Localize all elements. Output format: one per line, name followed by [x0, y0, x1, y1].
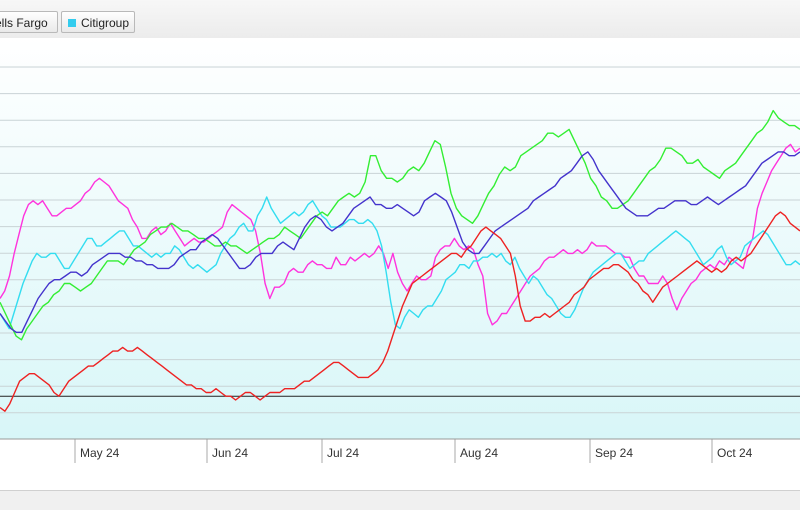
- series-line-citigroup: [0, 196, 800, 330]
- chart-area: May 24 Jun 24 Jul 24 Aug 24 Sep 24 Oct 24: [0, 38, 800, 490]
- x-tick-label: Jun 24: [212, 446, 248, 460]
- series-line-red: [0, 211, 800, 412]
- citigroup-swatch-icon: [68, 19, 76, 27]
- legend-wells-fargo-button[interactable]: ells Fargo: [0, 11, 58, 33]
- x-tick-label: Sep 24: [595, 446, 633, 460]
- line-chart: May 24 Jun 24 Jul 24 Aug 24 Sep 24 Oct 24: [0, 38, 800, 463]
- legend-wells-fargo-label: ells Fargo: [0, 16, 48, 30]
- series-line-green: [0, 109, 800, 341]
- x-tick-label: Oct 24: [717, 446, 753, 460]
- x-tick-label: Jul 24: [327, 446, 359, 460]
- x-tick-label: Aug 24: [460, 446, 498, 460]
- legend-toolbar: ells Fargo Citigroup: [0, 0, 800, 39]
- legend-citigroup-label: Citigroup: [81, 16, 130, 30]
- series-line-wells-fargo: [0, 143, 800, 326]
- scroll-strip: [0, 490, 800, 510]
- series-line-blue: [0, 151, 800, 333]
- x-tick-label: May 24: [80, 446, 120, 460]
- legend-citigroup-button[interactable]: Citigroup: [61, 11, 135, 33]
- plot-background: [0, 38, 800, 439]
